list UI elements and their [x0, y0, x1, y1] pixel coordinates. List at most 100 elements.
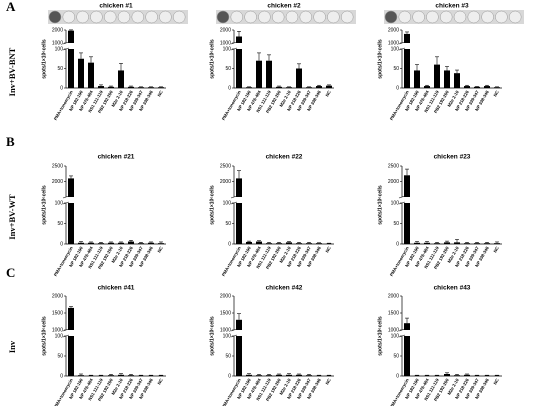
- well: [159, 10, 172, 24]
- bar: [266, 375, 272, 376]
- bar: [484, 243, 490, 244]
- bar: [454, 73, 460, 88]
- well: [453, 10, 467, 24]
- bar: [256, 60, 262, 88]
- bar: [404, 323, 410, 330]
- chart-title: chicken #41: [98, 285, 135, 292]
- bar: [306, 87, 312, 88]
- y-tick-label: 0: [228, 85, 231, 91]
- bar: [306, 243, 312, 244]
- well: [258, 10, 271, 24]
- bar: [128, 241, 134, 244]
- y-tick-label: 2000: [220, 293, 231, 299]
- y-tick-label: 1000: [52, 327, 63, 333]
- x-tick-label: NC: [156, 378, 163, 386]
- bar: [98, 243, 104, 244]
- bar: [88, 242, 94, 244]
- bar: [276, 374, 282, 376]
- x-tick-label: NC: [492, 90, 499, 98]
- bar: [236, 319, 242, 330]
- y-tick-label: 1500: [388, 310, 399, 316]
- x-tick-label: NC: [156, 246, 163, 254]
- well: [62, 10, 76, 24]
- bar: [444, 70, 450, 88]
- bar: [68, 203, 74, 244]
- bar: [128, 375, 134, 376]
- y-axis-label: spots/1×10⁶cells: [209, 316, 215, 356]
- y-tick-label: 100: [55, 200, 64, 206]
- bar: [78, 242, 84, 244]
- bar: [236, 336, 242, 376]
- y-tick-label: 0: [228, 373, 231, 379]
- bar: [68, 307, 74, 330]
- well: [244, 10, 257, 24]
- y-tick-label: 100: [223, 46, 232, 52]
- y-tick-label: 100: [223, 200, 232, 206]
- bar: [118, 242, 124, 244]
- bar: [246, 374, 252, 376]
- bar: [68, 336, 74, 376]
- bar: [424, 86, 430, 88]
- y-axis-label: spots/1×10⁶cells: [377, 316, 383, 356]
- y-tick-label: 2000: [388, 179, 399, 185]
- panel-letter: A: [6, 0, 16, 14]
- well: [495, 10, 508, 24]
- well: [76, 10, 89, 24]
- bar: [236, 36, 242, 43]
- bar: [256, 375, 262, 376]
- bar: [464, 86, 470, 88]
- bar: [158, 243, 164, 244]
- y-tick-label: 50: [57, 221, 63, 227]
- bar: [296, 243, 302, 244]
- row-label: Inv+BV-BNT: [7, 47, 17, 96]
- chart-title: chicken #1: [99, 3, 133, 10]
- bar: [138, 243, 144, 244]
- x-tick-label: NC: [492, 246, 499, 254]
- y-tick-label: 2500: [388, 163, 399, 169]
- bar: [306, 375, 312, 376]
- bar: [424, 242, 430, 244]
- y-tick-label: 50: [393, 353, 399, 359]
- bar: [404, 203, 410, 244]
- y-tick-label: 1000: [52, 40, 63, 46]
- panel-letter: B: [6, 134, 15, 149]
- x-tick-label: NC: [492, 378, 499, 386]
- bar: [474, 86, 480, 88]
- bar: [286, 87, 292, 88]
- bar: [276, 243, 282, 244]
- y-axis-label: spots/1×10⁶cells: [209, 39, 215, 79]
- y-tick-label: 1000: [388, 40, 399, 46]
- bar: [148, 87, 154, 88]
- y-tick-label: 0: [396, 241, 399, 247]
- well: [48, 10, 62, 24]
- y-tick-label: 2000: [220, 27, 231, 33]
- bar: [434, 243, 440, 244]
- bar: [98, 86, 104, 88]
- y-tick-label: 50: [57, 353, 63, 359]
- y-tick-label: 2500: [52, 163, 63, 169]
- y-tick-label: 1000: [220, 40, 231, 46]
- y-tick-label: 100: [391, 46, 400, 52]
- y-tick-label: 0: [396, 85, 399, 91]
- well: [426, 10, 439, 24]
- row-label: Inv+BV-WT: [7, 194, 17, 240]
- y-tick-label: 0: [228, 241, 231, 247]
- y-tick-label: 50: [393, 221, 399, 227]
- chart-title: chicken #3: [435, 3, 469, 10]
- bar: [88, 62, 94, 88]
- bar: [404, 49, 410, 88]
- bar: [296, 68, 302, 88]
- chart-title: chicken #23: [434, 154, 471, 161]
- y-tick-label: 50: [225, 353, 231, 359]
- bar: [148, 242, 154, 244]
- y-tick-label: 50: [57, 66, 63, 72]
- chart-title: chicken #43: [434, 285, 471, 292]
- bar: [414, 70, 420, 88]
- well: [412, 10, 425, 24]
- bar: [78, 58, 84, 88]
- bar: [404, 33, 410, 43]
- y-axis-label: spots/1×10⁶cells: [209, 185, 215, 225]
- bar: [68, 178, 74, 197]
- y-tick-label: 2000: [388, 293, 399, 299]
- bar: [454, 375, 460, 376]
